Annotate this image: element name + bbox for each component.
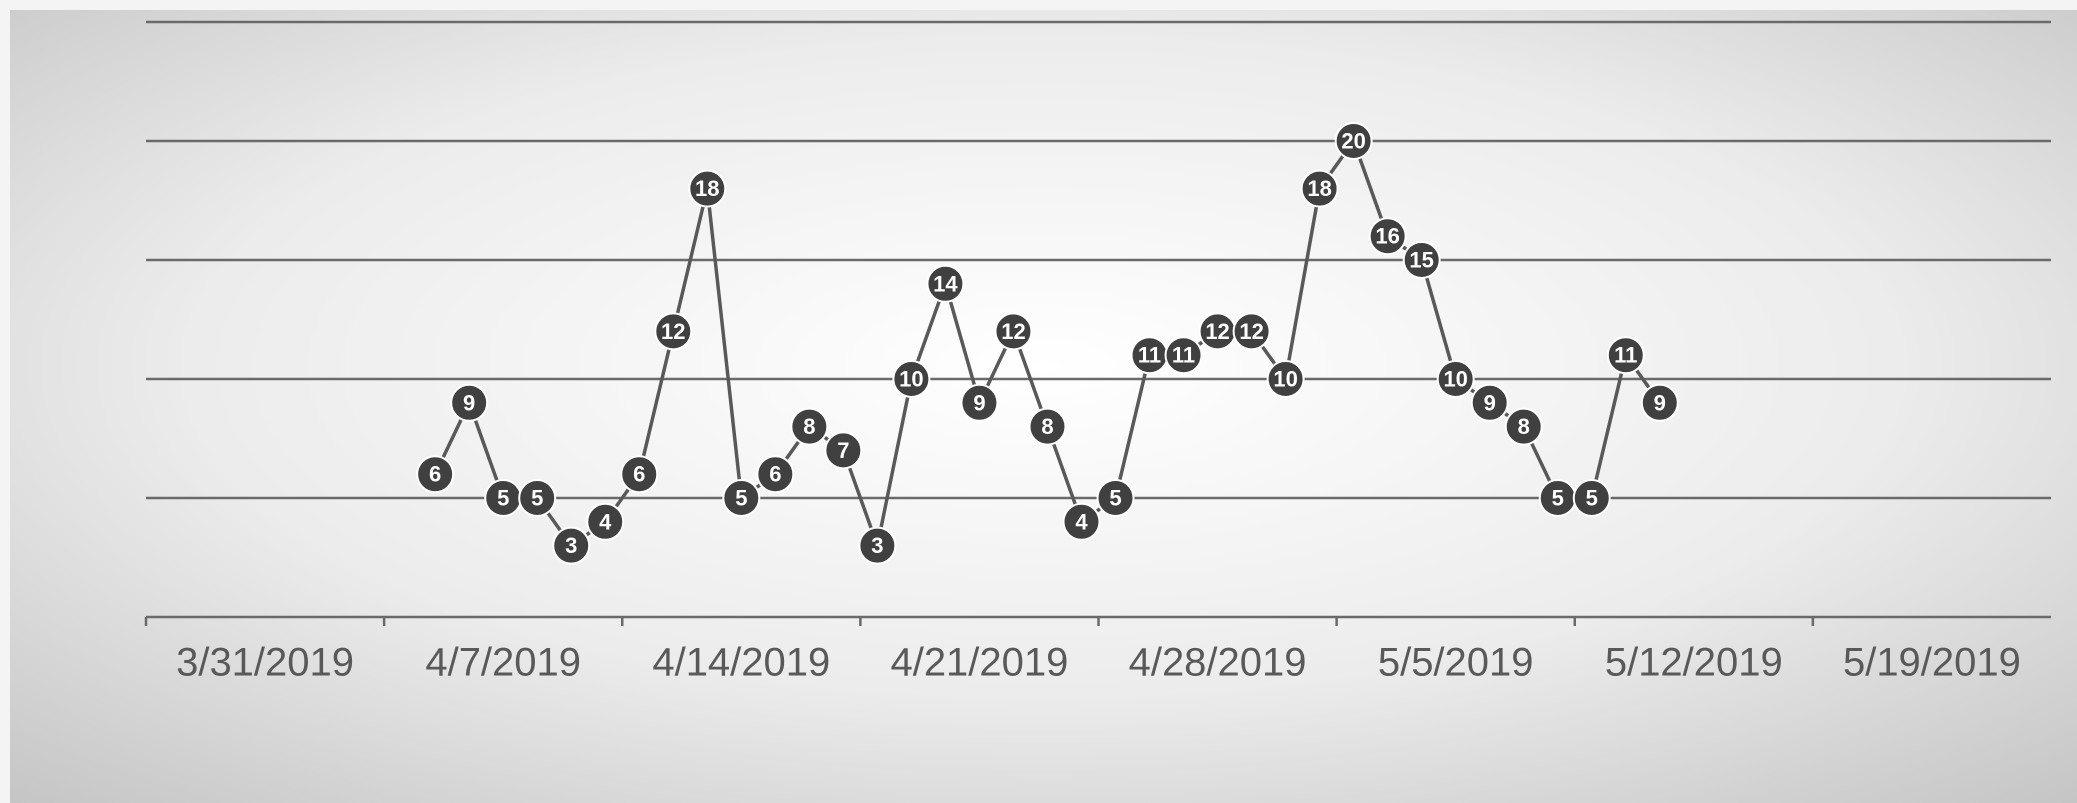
data-point (518, 479, 557, 517)
data-label: 9 (1654, 390, 1666, 415)
data-point (1640, 383, 1679, 422)
x-tick-label: 5/19/2019 (1843, 641, 2021, 685)
data-label: 6 (429, 462, 441, 487)
data-point (1266, 360, 1305, 398)
x-tick-label: 4/28/2019 (1129, 641, 1307, 685)
data-point (824, 431, 863, 470)
data-point (1062, 502, 1101, 541)
data-point (1368, 217, 1407, 256)
data-label: 6 (633, 462, 645, 487)
data-point (1028, 407, 1067, 446)
data-label: 9 (973, 390, 985, 415)
data-point (926, 264, 965, 303)
x-tick-label: 4/7/2019 (425, 641, 581, 685)
data-label: 18 (1307, 176, 1331, 201)
data-point (450, 383, 489, 422)
data-label: 11 (1138, 343, 1161, 368)
data-point (620, 455, 659, 494)
data-point (1470, 383, 1509, 422)
data-label: 9 (463, 390, 475, 415)
data-point (858, 526, 897, 565)
data-label: 16 (1375, 224, 1399, 249)
data-point (994, 312, 1033, 351)
data-label: 10 (1273, 367, 1297, 392)
data-point (790, 407, 829, 446)
data-point (756, 455, 795, 494)
data-point (1436, 360, 1475, 398)
data-point (1402, 241, 1441, 279)
data-point (1164, 336, 1203, 375)
data-label: 11 (1614, 343, 1637, 368)
x-tick-label: 3/31/2019 (176, 641, 354, 685)
data-label: 8 (1518, 414, 1530, 439)
data-label: 5 (735, 486, 747, 511)
data-label: 15 (1409, 248, 1433, 273)
data-point (586, 502, 625, 541)
data-point (654, 312, 693, 351)
data-label: 6 (769, 462, 781, 487)
data-label: 7 (837, 438, 849, 463)
data-label: 10 (1443, 367, 1467, 392)
x-tick-label: 4/14/2019 (652, 641, 830, 685)
x-tick-label: 5/12/2019 (1605, 641, 1783, 685)
data-label: 8 (803, 414, 815, 439)
data-label: 8 (1041, 414, 1053, 439)
data-label: 9 (1484, 390, 1496, 415)
data-label: 5 (1109, 486, 1121, 511)
data-label: 12 (1205, 319, 1229, 344)
data-point (1334, 122, 1373, 160)
data-label: 14 (933, 271, 958, 296)
data-label: 5 (1552, 486, 1564, 511)
data-point (892, 360, 931, 398)
x-tick-label: 4/21/2019 (890, 641, 1068, 685)
data-point (1572, 479, 1611, 517)
data-point (1606, 336, 1645, 375)
data-label: 12 (661, 319, 685, 344)
data-label: 11 (1172, 343, 1195, 368)
data-point (722, 479, 761, 517)
x-tick-label: 5/5/2019 (1378, 641, 1534, 685)
data-label: 10 (899, 367, 923, 392)
data-label: 12 (1239, 319, 1263, 344)
data-point (1504, 407, 1543, 446)
data-label: 4 (599, 509, 612, 534)
data-label: 20 (1341, 129, 1365, 154)
data-label: 4 (1075, 509, 1088, 534)
data-label: 12 (1001, 319, 1025, 344)
data-point (1096, 479, 1135, 517)
data-point (1300, 169, 1339, 208)
data-label: 5 (497, 486, 509, 511)
data-label: 3 (565, 533, 577, 558)
data-point (1232, 312, 1271, 351)
data-point (688, 169, 727, 208)
data-label: 3 (871, 533, 883, 558)
data-point (960, 383, 999, 422)
data-point (552, 526, 591, 565)
data-point (416, 455, 455, 494)
data-label: 5 (1586, 486, 1598, 511)
data-label: 5 (531, 486, 543, 511)
data-label: 18 (695, 176, 719, 201)
